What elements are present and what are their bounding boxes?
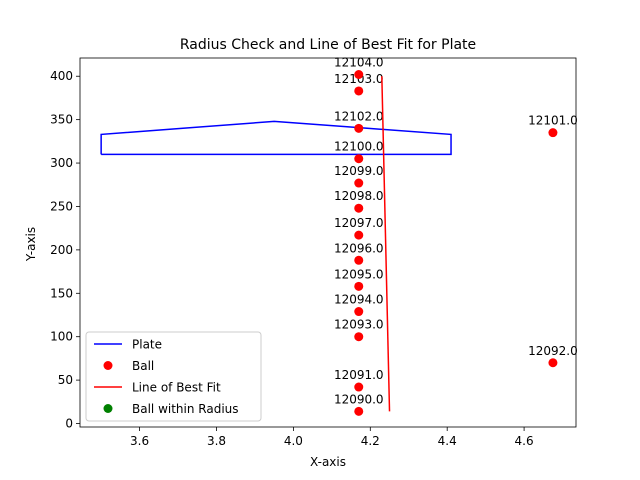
ball-point [354, 307, 364, 317]
ball-point [354, 406, 364, 416]
y-tick-label: 150 [50, 286, 73, 300]
y-axis-label: Y-axis [24, 227, 38, 262]
ball-point [354, 123, 364, 133]
ball-label: 12093.0 [334, 318, 384, 332]
legend-label: Line of Best Fit [132, 381, 221, 395]
x-tick-label: 4.0 [284, 434, 303, 448]
legend-label: Ball within Radius [132, 402, 239, 416]
ball-label: 12091.0 [334, 368, 384, 382]
ball-label: 12092.0 [528, 344, 578, 358]
ball-point [354, 86, 364, 96]
chart-title: Radius Check and Line of Best Fit for Pl… [180, 37, 476, 53]
legend-label: Plate [132, 338, 162, 352]
x-tick-label: 4.6 [515, 434, 534, 448]
ball-point [354, 203, 364, 213]
y-tick-label: 250 [50, 199, 73, 213]
ball-label: 12099.0 [334, 164, 384, 178]
ball-label: 12094.0 [334, 293, 384, 307]
ball-label: 12098.0 [334, 189, 384, 203]
plot-frame [79, 57, 577, 428]
x-tick-label: 4.4 [438, 434, 457, 448]
y-tick-label: 350 [50, 113, 73, 127]
ball-point [354, 178, 364, 188]
ball-point [354, 255, 364, 265]
ball-point [354, 332, 364, 342]
best-fit-line [381, 76, 391, 412]
ball-label: 12097.0 [334, 216, 384, 230]
ball-point [354, 69, 364, 79]
ball-point [354, 230, 364, 240]
x-axis: 3.6 3.8 4.0 4.2 4.4 4.6 [130, 427, 534, 448]
y-axis: 0 50 100 150 200 250 300 350 400 [50, 69, 80, 431]
ball-label: 12095.0 [334, 267, 384, 281]
y-tick-label: 100 [50, 330, 73, 344]
ball-label: 12101.0 [528, 114, 578, 128]
y-tick-label: 50 [58, 373, 73, 387]
plate-line [100, 120, 452, 156]
y-tick-label: 300 [50, 156, 73, 170]
ball-label: 12104.0 [334, 55, 384, 69]
ball-point [548, 358, 558, 368]
x-tick-label: 4.2 [361, 434, 380, 448]
x-tick-label: 3.8 [207, 434, 226, 448]
ball-point [354, 382, 364, 392]
legend-swatch [103, 361, 113, 370]
x-axis-label: X-axis [310, 455, 346, 469]
legend: Plate Ball Line of Best Fit Ball within Rad… [85, 331, 262, 422]
y-tick-label: 400 [50, 69, 73, 83]
plot-area: 12090.0 12091.0 12092.0 12093.0 12094.0 12095… [79, 55, 578, 428]
legend-box [85, 331, 262, 422]
x-tick-label: 3.6 [130, 434, 149, 448]
ball-point [548, 128, 558, 138]
ball-label: 12100.0 [334, 140, 384, 154]
ball-point [354, 281, 364, 291]
ball-point [354, 154, 364, 164]
legend-label: Ball [132, 359, 154, 373]
ball-label: 12090.0 [334, 392, 384, 406]
ball-label: 12096.0 [334, 241, 384, 255]
legend-swatch [103, 404, 113, 413]
ball-label: 12102.0 [334, 109, 384, 123]
y-tick-label: 0 [65, 417, 73, 431]
y-tick-label: 200 [50, 243, 73, 257]
